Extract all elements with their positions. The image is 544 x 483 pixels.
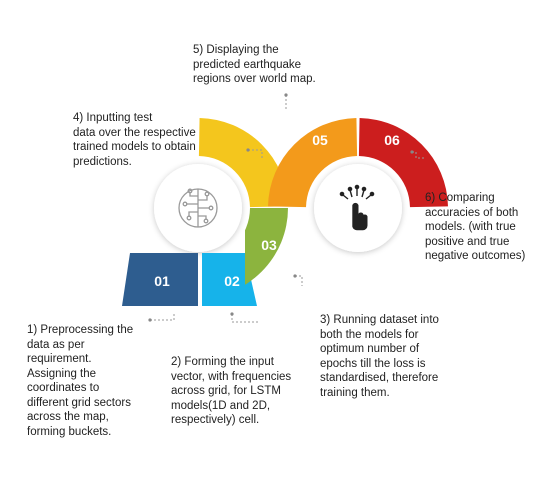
step-5-caption: 5) Displaying the predicted earthquake r… — [193, 44, 316, 85]
leader-line-1 — [150, 314, 175, 321]
step-3-shape — [245, 208, 288, 285]
leader-line-6 — [412, 151, 426, 159]
step-5-number: 05 — [312, 132, 328, 148]
leader-dot-3 — [293, 274, 297, 278]
leader-dot-6 — [410, 150, 414, 154]
leader-line-3 — [295, 275, 303, 286]
leader-dot-1 — [148, 318, 152, 322]
right-hub — [314, 164, 402, 252]
leader-lines — [148, 93, 426, 323]
step-5-segment: 05 — [268, 118, 358, 208]
step-1-segment: 01 — [122, 253, 198, 306]
leader-dot-2 — [230, 312, 234, 316]
step-2-shape — [202, 253, 257, 306]
leader-line-2 — [231, 314, 260, 323]
step-3-segment: 03 — [245, 208, 288, 285]
left-hub — [154, 164, 242, 252]
circuit-brain-icon — [178, 188, 218, 228]
leader-dot-5 — [284, 93, 288, 97]
step-2-segment: 02 — [202, 253, 257, 306]
step-6-number: 06 — [384, 132, 400, 148]
step-4-shape — [198, 118, 288, 208]
step-segments: 010203040506 — [122, 118, 448, 306]
leader-line-4 — [248, 149, 263, 160]
leader-dot-4 — [246, 148, 250, 152]
step-6-shape — [358, 118, 448, 208]
step-6-caption: 6) Comparing accuracies of both models. … — [425, 192, 526, 262]
step-2-number: 02 — [224, 273, 240, 289]
step-5-shape — [268, 118, 358, 208]
step-4-caption: 4) Inputting test data over the respecti… — [73, 112, 196, 168]
step-6-segment: 06 — [358, 118, 448, 208]
step-1-number: 01 — [154, 273, 170, 289]
step-3-caption: 3) Running dataset into both the models … — [320, 314, 439, 399]
touch-network-icon — [339, 184, 375, 231]
step-2-caption: 2) Forming the input vector, with freque… — [171, 356, 292, 426]
step-1-caption: 1) Preprocessing the data as per require… — [27, 324, 134, 438]
step-3-number: 03 — [261, 237, 277, 253]
step-1-shape — [122, 253, 198, 306]
